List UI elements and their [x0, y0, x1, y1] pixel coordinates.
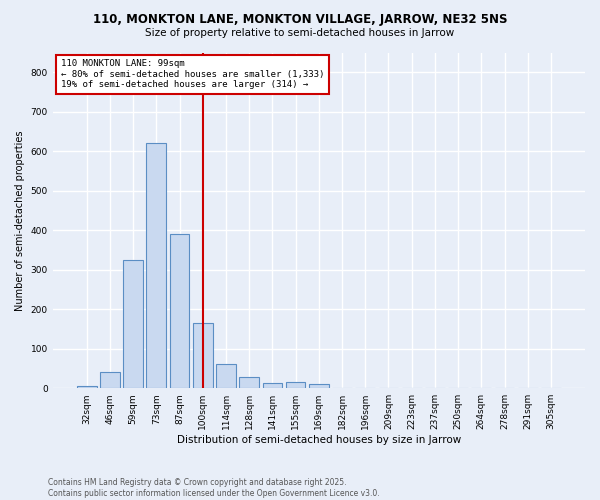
Bar	[170, 234, 190, 388]
Bar	[100, 372, 120, 388]
Bar	[286, 382, 305, 388]
Text: Size of property relative to semi-detached houses in Jarrow: Size of property relative to semi-detach…	[145, 28, 455, 38]
Bar	[216, 364, 236, 388]
Text: 110, MONKTON LANE, MONKTON VILLAGE, JARROW, NE32 5NS: 110, MONKTON LANE, MONKTON VILLAGE, JARR…	[93, 12, 507, 26]
Bar	[146, 142, 166, 388]
Bar	[77, 386, 97, 388]
Bar	[123, 260, 143, 388]
Text: 110 MONKTON LANE: 99sqm
← 80% of semi-detached houses are smaller (1,333)
19% of: 110 MONKTON LANE: 99sqm ← 80% of semi-de…	[61, 59, 324, 89]
Bar	[263, 384, 282, 388]
Bar	[309, 384, 329, 388]
Text: Contains HM Land Registry data © Crown copyright and database right 2025.
Contai: Contains HM Land Registry data © Crown c…	[48, 478, 380, 498]
Y-axis label: Number of semi-detached properties: Number of semi-detached properties	[15, 130, 25, 310]
Bar	[193, 323, 212, 388]
X-axis label: Distribution of semi-detached houses by size in Jarrow: Distribution of semi-detached houses by …	[177, 435, 461, 445]
Bar	[239, 377, 259, 388]
